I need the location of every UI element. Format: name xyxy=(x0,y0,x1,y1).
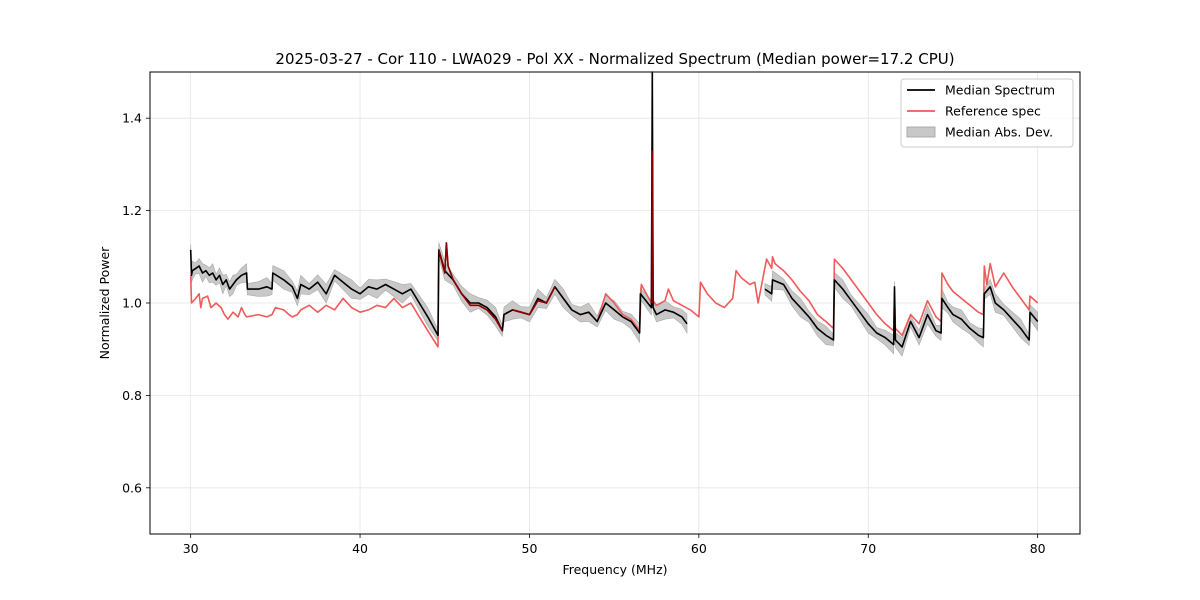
overlap-line xyxy=(438,242,503,332)
y-tick-label: 1.4 xyxy=(122,111,142,126)
median-line-segment xyxy=(189,71,688,337)
legend-mad-label: Median Abs. Dev. xyxy=(945,125,1053,140)
reference-line xyxy=(189,149,1039,348)
legend-median-label: Median Spectrum xyxy=(945,83,1055,98)
x-tick-label: 40 xyxy=(352,541,368,556)
chart-title: 2025-03-27 - Cor 110 - LWA029 - Pol XX -… xyxy=(275,50,954,68)
legend: Median Spectrum Reference spec Median Ab… xyxy=(900,78,1074,148)
x-tick-label: 30 xyxy=(183,541,199,556)
mad-band-area xyxy=(190,71,688,344)
x-axis-label: Frequency (MHz) xyxy=(562,562,667,577)
legend-mad-swatch xyxy=(906,126,936,138)
x-tick-label: 60 xyxy=(691,541,707,556)
y-tick-label: 1.0 xyxy=(122,296,142,311)
x-tick-label: 50 xyxy=(522,541,538,556)
y-tick-label: 1.2 xyxy=(122,203,142,218)
y-axis-ticks: 0.6 0.8 1.0 1.2 1.4 xyxy=(122,111,150,495)
median-line-segment xyxy=(764,279,1039,348)
y-tick-label: 0.6 xyxy=(122,480,142,495)
overlap-line xyxy=(512,286,556,316)
y-tick-label: 0.8 xyxy=(122,388,142,403)
x-axis-ticks: 30 40 50 60 70 80 xyxy=(183,534,1046,556)
overlap-series xyxy=(438,150,654,332)
x-tick-label: 70 xyxy=(860,541,876,556)
median-series xyxy=(189,71,1039,348)
x-tick-label: 80 xyxy=(1030,541,1046,556)
y-axis-label: Normalized Power xyxy=(97,246,112,360)
legend-frame xyxy=(900,78,1074,148)
reference-series xyxy=(189,149,1039,348)
legend-reference-label: Reference spec xyxy=(945,104,1041,119)
